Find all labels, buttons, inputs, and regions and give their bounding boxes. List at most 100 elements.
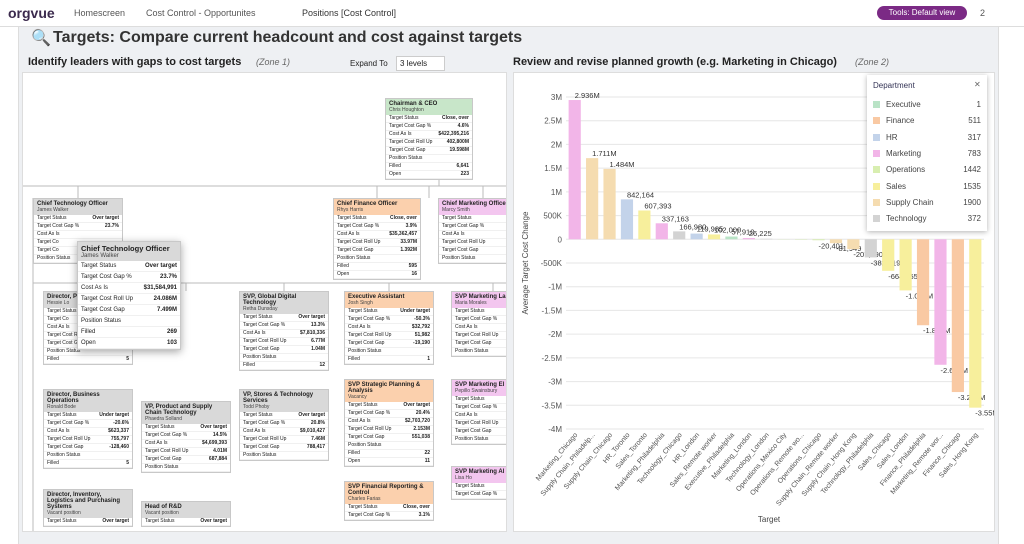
bar bbox=[690, 233, 703, 240]
node-row: Target Cost Roll Up 2.153M bbox=[345, 426, 433, 434]
bar bbox=[969, 239, 982, 408]
row-label: Target Cost Roll Up bbox=[337, 239, 381, 245]
org-node: SVP Marketing Al Lisa Ho Target Status Targ… bbox=[451, 466, 506, 500]
node-name: Rhys Harris bbox=[337, 207, 364, 213]
row-label: Target Cost Gap bbox=[243, 444, 280, 450]
node-row: Target Cost Roll Up 402,800M bbox=[386, 139, 472, 147]
node-row: Target Cost Gap % 3.1% bbox=[345, 512, 433, 520]
row-label: Target Cost Roll Up bbox=[81, 296, 134, 302]
row-value: Close, over bbox=[403, 504, 430, 510]
row-value: Close, over bbox=[442, 115, 469, 121]
left-panel: Identify leaders with gaps to cost targe… bbox=[20, 52, 507, 532]
tools-button[interactable]: Tools: Default view bbox=[877, 6, 967, 20]
y-tick-label: -2M bbox=[548, 330, 562, 339]
row-label: Cost As Is bbox=[37, 231, 60, 237]
data-label: 1.484M bbox=[610, 160, 635, 169]
right-sidebar bbox=[998, 27, 1024, 544]
y-tick-label: 0 bbox=[558, 235, 563, 244]
row-label: Filled bbox=[47, 460, 59, 466]
row-value: 3.1% bbox=[418, 512, 430, 518]
row-label: Target Cost Roll Up bbox=[348, 332, 392, 338]
breadcrumb[interactable]: Homescreen bbox=[74, 8, 126, 18]
node-row: Target Status Under target bbox=[345, 308, 433, 316]
node-name: James Walker bbox=[37, 207, 69, 213]
row-label: Target Cost Gap bbox=[455, 340, 492, 346]
logo[interactable]: orgvue bbox=[8, 5, 55, 21]
data-label: 607,393 bbox=[644, 201, 671, 210]
row-value: Over target bbox=[144, 263, 177, 269]
row-label: Target Cost Gap bbox=[337, 247, 374, 253]
row-label: Target Cost Gap % bbox=[37, 223, 80, 229]
node-header: Chief Marketing Officer Marcy Smith bbox=[439, 199, 507, 215]
node-header: SVP Marketing Al Lisa Ho bbox=[452, 467, 506, 483]
row-label: Target Cost Roll Up bbox=[145, 448, 189, 454]
row-value: 22 bbox=[424, 450, 430, 456]
bar bbox=[742, 238, 755, 240]
row-value: Over target bbox=[200, 518, 227, 524]
node-name: Retha Dunsday bbox=[243, 306, 278, 312]
row-label: Target Status bbox=[37, 215, 67, 221]
legend-name: Finance bbox=[886, 116, 915, 126]
node-row: Target Cost Gap -19,190 bbox=[345, 340, 433, 348]
row-value: Under target bbox=[400, 308, 430, 314]
row-value: -19,190 bbox=[413, 340, 430, 346]
node-title: SVP, Global Digital Technology bbox=[243, 294, 297, 306]
legend-count: 783 bbox=[967, 148, 981, 158]
org-node: SVP Financial Reporting & Control Charles… bbox=[344, 481, 434, 521]
row-label: Target Cost Gap % bbox=[337, 223, 380, 229]
bar bbox=[882, 239, 895, 271]
node-row: Target Cost Gap % -50.3% bbox=[345, 316, 433, 324]
legend-name: Marketing bbox=[886, 148, 922, 158]
panel-title: Review and revise planned growth (e.g. M… bbox=[513, 56, 837, 68]
legend-count: 372 bbox=[967, 214, 981, 224]
row-label: Position Status bbox=[455, 436, 489, 442]
row-value: $31,584,991 bbox=[143, 285, 177, 291]
legend-count: 317 bbox=[967, 132, 981, 142]
close-button[interactable]: ✕ bbox=[974, 80, 981, 89]
node-row: Target Status Close, over bbox=[386, 115, 472, 123]
node-row: Filled 595 bbox=[334, 263, 420, 271]
node-name: Charles Farias bbox=[348, 496, 381, 502]
node-row: Target Cost Gap % 20.8% bbox=[240, 420, 328, 428]
org-node: SVP Marketing La Maria Morales Target Stat… bbox=[451, 291, 506, 357]
node-row: Target Cost Gap 19.598M bbox=[386, 147, 472, 155]
data-label: 102,000 bbox=[714, 225, 741, 234]
y-tick-label: -4M bbox=[548, 425, 562, 434]
row-label: Position Status bbox=[145, 464, 179, 470]
row-label: Target Cost Gap % bbox=[455, 316, 498, 322]
node-title: Chief Marketing Officer bbox=[442, 201, 507, 207]
row-label: Target Status bbox=[389, 115, 419, 121]
node-title: VP, Stores & Technology Services bbox=[243, 392, 314, 404]
node-row: Target Status Close, over bbox=[345, 504, 433, 512]
row-value: 4.6% bbox=[457, 123, 469, 129]
row-label: Cost As Is bbox=[389, 131, 412, 137]
row-label: Target Status bbox=[348, 504, 378, 510]
expand-select[interactable]: 3 levels bbox=[396, 56, 445, 71]
legend-name: HR bbox=[886, 132, 898, 142]
bar bbox=[568, 100, 581, 240]
y-tick-label: -500K bbox=[541, 259, 563, 268]
node-title: Head of R&D bbox=[145, 504, 182, 510]
node-row: Target Cost Gap bbox=[439, 247, 506, 255]
breadcrumb[interactable]: Cost Control - Opportunites bbox=[146, 8, 256, 18]
breadcrumb[interactable]: Positions [Cost Control] bbox=[302, 8, 397, 18]
node-title: Director, Inventory, Logistics and Purch… bbox=[47, 492, 121, 510]
row-value: $32,792 bbox=[411, 324, 430, 330]
node-row: Cost As Is $623,337 bbox=[44, 428, 132, 436]
y-tick-label: -3.5M bbox=[542, 401, 563, 410]
bar bbox=[620, 199, 634, 240]
org-node: Head of R&D Vacant position Target Status O… bbox=[141, 501, 231, 527]
data-label: 57,910 bbox=[731, 228, 754, 237]
row-value: Over target bbox=[92, 215, 119, 221]
row-label: Position Status bbox=[348, 348, 382, 354]
node-row: Target Cost Gap 1.04M bbox=[240, 346, 328, 354]
bar bbox=[638, 210, 651, 240]
top-bar: orgvue Homescreen Cost Control - Opportu… bbox=[0, 0, 1024, 27]
row-label: Target Cost Gap bbox=[455, 428, 492, 434]
node-row: Target Status bbox=[452, 308, 506, 316]
node-row: Target Cost Gap 788,417 bbox=[240, 444, 328, 452]
row-label: Cost As Is bbox=[243, 428, 266, 434]
row-label: Target Cost Gap bbox=[442, 247, 479, 253]
zone-label: (Zone 2) bbox=[855, 57, 890, 67]
